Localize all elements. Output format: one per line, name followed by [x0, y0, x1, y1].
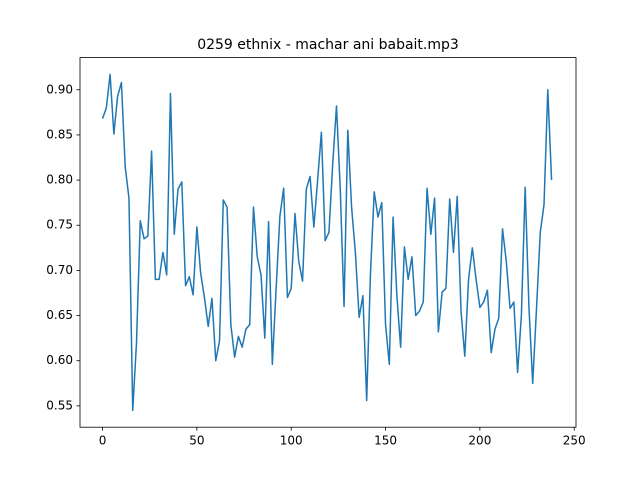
chart-title: 0259 ethnix - machar ani babait.mp3	[197, 37, 459, 53]
x-tick-label: 250	[563, 434, 586, 448]
y-tick-label: 0.85	[46, 127, 73, 141]
y-tick-label: 0.70	[46, 263, 73, 277]
x-tick-label: 50	[189, 434, 204, 448]
x-tick-label: 100	[280, 434, 303, 448]
y-tick-label: 0.80	[46, 173, 73, 187]
plot-frame	[79, 57, 577, 428]
data-line	[101, 73, 553, 412]
x-tick-label: 200	[468, 434, 491, 448]
y-tick-label: 0.75	[46, 218, 73, 232]
x-tick-label: 0	[99, 434, 107, 448]
x-tick-label: 150	[374, 434, 397, 448]
y-tick-label: 0.90	[46, 82, 73, 96]
y-tick-label: 0.65	[46, 308, 73, 322]
y-tick-label: 0.60	[46, 353, 73, 367]
y-tick-label: 0.55	[46, 398, 73, 412]
